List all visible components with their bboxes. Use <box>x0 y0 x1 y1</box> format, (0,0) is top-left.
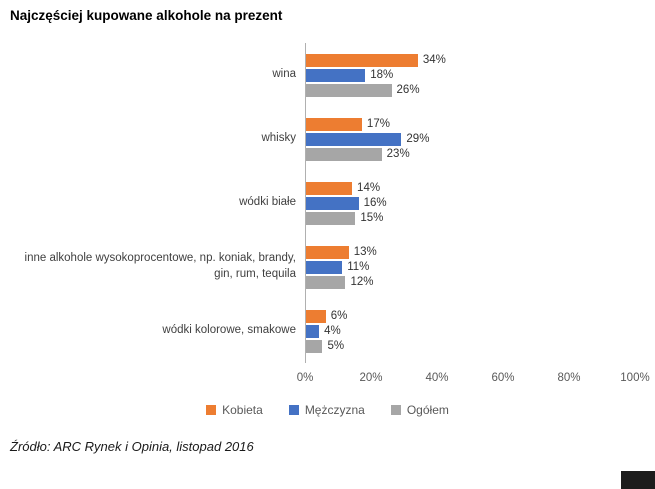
bar-value-label: 4% <box>324 325 341 337</box>
bar-series-0 <box>306 309 326 323</box>
bar-row: 5% <box>306 339 635 353</box>
category-label: inne alkohole wysokoprocentowe, np. koni… <box>24 252 296 280</box>
bar-group: 14% 16% 15% <box>306 171 635 235</box>
chart-title: Najczęściej kupowane alkohole na prezent <box>10 8 283 23</box>
legend-label: Ogółem <box>406 403 449 417</box>
bar-row: 13% <box>306 245 635 259</box>
legend-label: Mężczyzna <box>304 403 365 417</box>
bar-series-1 <box>306 132 402 146</box>
bar-value-label: 5% <box>327 340 345 352</box>
bar-group: 6% 4% 5% <box>306 299 635 363</box>
category-label: wódki kolorowe, smakowe <box>162 324 296 337</box>
bar-value-label: 6% <box>330 310 348 322</box>
bar-series-2 <box>306 211 356 225</box>
bar-value-label: 11% <box>347 261 370 273</box>
bar-series-1 <box>306 260 343 274</box>
bar-group: 34% 18% 26% <box>306 43 635 107</box>
bar-value-label: 16% <box>363 197 387 209</box>
bar-series-0 <box>306 181 353 195</box>
bar-row: 16% <box>306 196 635 210</box>
bar-row: 14% <box>306 181 635 195</box>
x-axis-tick-label: 100% <box>620 372 650 384</box>
bar-series-0 <box>306 245 349 259</box>
plot-area: wina whisky wódki białe inne alkohole wysok… <box>10 43 655 363</box>
bar-value-label: 18% <box>370 69 394 81</box>
legend-item: Kobieta <box>206 403 263 417</box>
bar-series-1 <box>306 196 359 210</box>
bar-row: 6% <box>306 309 635 323</box>
category-label: wina <box>272 68 296 81</box>
bar-row: 4% <box>306 324 635 338</box>
bars-area: 34% 18% 26% 17% 29% 23% 14% 16% 15% 13% 11% 12% 6% 4%… <box>305 43 635 363</box>
bar-value-label: 29% <box>406 133 430 145</box>
bar-value-label: 17% <box>366 118 390 130</box>
bar-series-2 <box>306 83 392 97</box>
legend-swatch <box>288 405 299 415</box>
x-axis-tick-label: 60% <box>491 372 515 384</box>
x-axis-tick-label: 40% <box>425 372 449 384</box>
bar-series-0 <box>306 53 418 67</box>
bar-row: 12% <box>306 275 635 289</box>
legend-swatch <box>390 405 401 415</box>
legend: Kobieta Mężczyzna Ogółem <box>10 403 645 417</box>
bar-value-label: 13% <box>353 246 377 258</box>
category-label: whisky <box>261 132 296 145</box>
x-axis-tick-label: 0% <box>296 372 314 384</box>
legend-item: Ogółem <box>390 403 449 417</box>
bar-series-1 <box>306 68 366 82</box>
bar-row: 17% <box>306 117 635 131</box>
bar-row: 23% <box>306 147 635 161</box>
bar-row: 26% <box>306 83 635 97</box>
category-label: wódki białe <box>239 196 296 209</box>
legend-label: Kobieta <box>222 403 263 417</box>
legend-item: Mężczyzna <box>288 403 365 417</box>
legend-swatch <box>206 405 217 415</box>
source-note: Źródło: ARC Rynek i Opinia, listopad 201… <box>10 439 254 454</box>
bar-value-label: 26% <box>396 84 420 96</box>
bar-value-label: 14% <box>357 182 381 194</box>
bar-value-label: 23% <box>386 148 410 160</box>
x-axis-tick-label: 20% <box>359 372 383 384</box>
bar-group: 17% 29% 23% <box>306 107 635 171</box>
bar-series-2 <box>306 147 382 161</box>
bar-value-label: 12% <box>350 276 374 288</box>
bar-series-1 <box>306 324 320 338</box>
bar-value-label: 15% <box>360 212 384 224</box>
corner-watermark <box>621 471 655 489</box>
bar-series-0 <box>306 117 362 131</box>
bar-row: 34% <box>306 53 635 67</box>
bar-row: 15% <box>306 211 635 225</box>
bar-series-2 <box>306 339 323 353</box>
bar-row: 18% <box>306 68 635 82</box>
bar-row: 11% <box>306 260 635 274</box>
category-axis: wina whisky wódki białe inne alkohole wysok… <box>10 43 305 363</box>
bar-group: 13% 11% 12% <box>306 235 635 299</box>
value-axis: 0% 20% 40% 60% 80% 100% <box>297 369 650 387</box>
bar-value-label: 34% <box>422 54 446 66</box>
x-axis-tick-label: 80% <box>557 372 581 384</box>
bar-row: 29% <box>306 132 635 146</box>
bar-series-2 <box>306 275 346 289</box>
